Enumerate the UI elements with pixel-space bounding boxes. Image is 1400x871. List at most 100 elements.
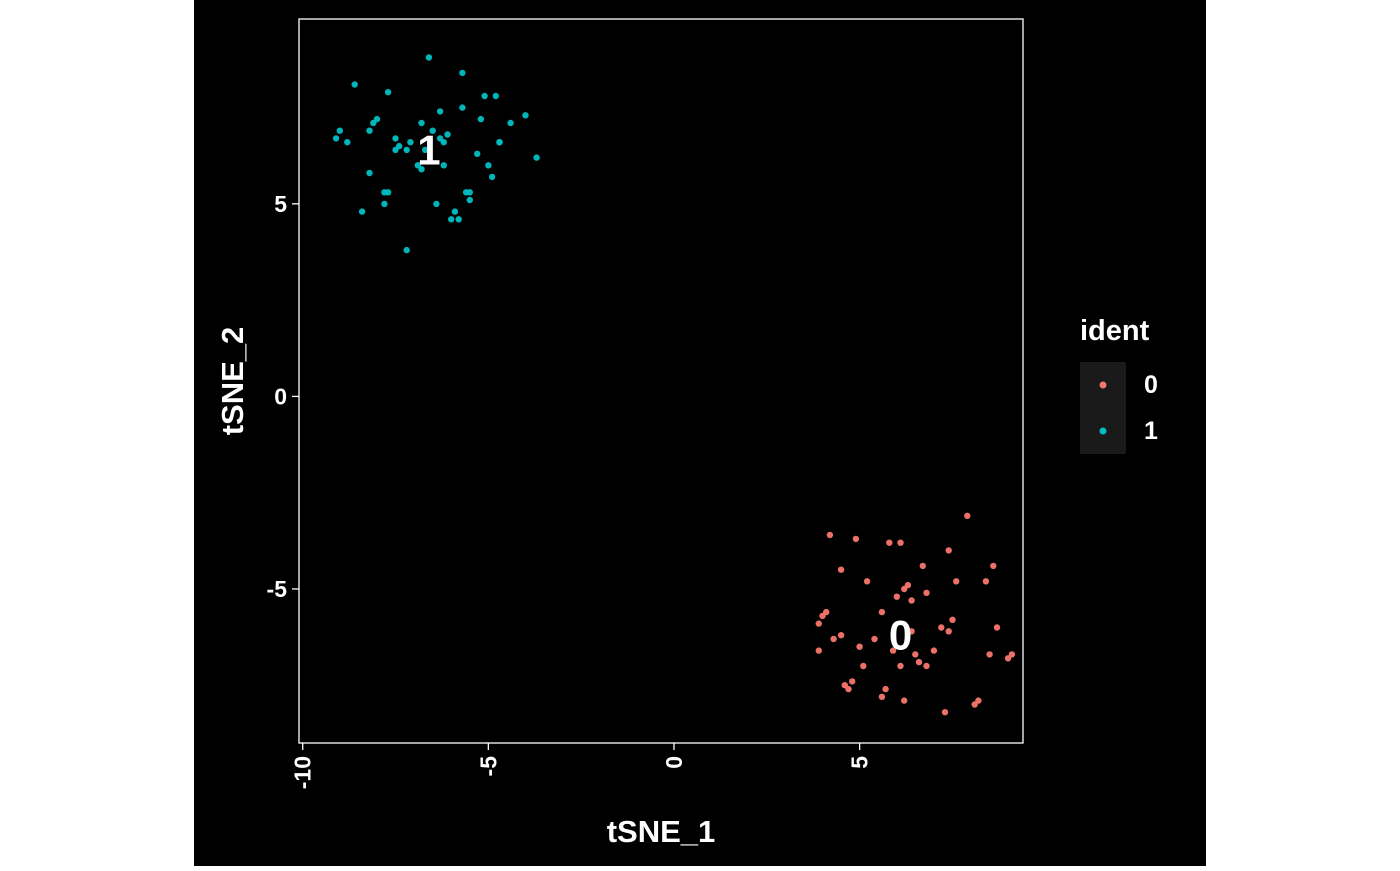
- y-tick-label-2: 5: [274, 191, 287, 217]
- point-cluster-0-13: [871, 635, 878, 643]
- point-cluster-0-9: [849, 678, 856, 685]
- point-cluster-1-23: [425, 54, 433, 61]
- point-cluster-1-8: [373, 115, 381, 123]
- point-cluster-0-0: [815, 647, 822, 654]
- point-cluster-1-29: [444, 131, 451, 138]
- point-cluster-0-25: [912, 651, 919, 658]
- legend-key-0: [1099, 381, 1107, 389]
- point-cluster-1-40: [481, 92, 488, 100]
- point-cluster-1-4: [358, 208, 366, 215]
- x-tick-label-2: 0: [661, 756, 687, 769]
- cluster-labels: 01: [417, 126, 912, 658]
- legend-key-background: [1080, 362, 1126, 454]
- point-cluster-1-12: [384, 89, 392, 96]
- point-cluster-0-28: [923, 662, 930, 670]
- point-cluster-0-30: [938, 624, 945, 631]
- point-cluster-0-21: [897, 662, 904, 670]
- point-cluster-1-38: [474, 150, 481, 157]
- point-cluster-1-31: [451, 208, 459, 215]
- legend-key-1: [1099, 427, 1107, 435]
- point-cluster-0-3: [826, 531, 834, 539]
- legend-label-1: 1: [1144, 417, 1158, 445]
- point-cluster-0-40: [986, 651, 993, 658]
- point-cluster-1-48: [533, 154, 540, 161]
- point-cluster-1-37: [466, 196, 473, 204]
- point-cluster-1-6: [366, 127, 373, 134]
- point-cluster-0-10: [852, 535, 860, 543]
- point-cluster-1-26: [436, 108, 444, 115]
- point-cluster-1-22: [422, 146, 429, 154]
- point-cluster-0-45: [908, 628, 915, 635]
- legend-entries: 01: [1099, 371, 1158, 445]
- point-cluster-1-21: [418, 166, 425, 173]
- x-tick-label-3: 5: [847, 756, 873, 769]
- point-cluster-0-27: [919, 562, 926, 570]
- point-cluster-1-41: [485, 162, 492, 169]
- x-tick-label-0: -10: [290, 756, 316, 789]
- point-cluster-1-13: [392, 135, 399, 142]
- point-cluster-1-36: [466, 189, 473, 196]
- x-axis: -10 -5 0 5: [290, 743, 873, 789]
- point-cluster-0-15: [882, 685, 889, 693]
- point-cluster-0-39: [982, 578, 990, 585]
- points-layer: [332, 54, 1016, 716]
- point-cluster-0-36: [964, 512, 971, 519]
- point-cluster-1-11: [384, 189, 392, 196]
- point-cluster-0-6: [837, 632, 845, 639]
- point-cluster-0-11: [860, 662, 867, 670]
- point-cluster-1-1: [336, 127, 343, 134]
- point-cluster-0-23: [904, 581, 912, 589]
- point-cluster-1-16: [403, 146, 410, 154]
- legend: ident 01: [1080, 315, 1158, 454]
- point-cluster-0-49: [930, 647, 938, 654]
- point-cluster-0-5: [837, 566, 845, 573]
- y-tick-label-1: 0: [274, 383, 287, 409]
- point-cluster-0-16: [878, 608, 886, 616]
- point-cluster-0-12: [863, 578, 871, 585]
- point-cluster-1-0: [332, 135, 340, 142]
- point-cluster-0-24: [908, 597, 915, 604]
- point-cluster-1-15: [396, 142, 403, 150]
- y-axis-title: tSNE_2: [215, 327, 250, 436]
- point-cluster-0-38: [975, 697, 982, 704]
- point-cluster-1-10: [381, 200, 388, 208]
- point-cluster-0-19: [893, 593, 900, 600]
- point-cluster-1-33: [459, 104, 466, 111]
- x-tick-label-1: -5: [475, 756, 501, 777]
- point-cluster-1-32: [455, 216, 462, 223]
- cluster-label-0: 0: [889, 612, 912, 659]
- point-cluster-1-43: [492, 92, 499, 100]
- point-cluster-0-26: [915, 658, 923, 666]
- point-cluster-0-46: [856, 643, 863, 650]
- point-cluster-1-20: [418, 119, 425, 127]
- point-cluster-0-17: [886, 539, 893, 546]
- point-cluster-0-48: [901, 697, 908, 704]
- point-cluster-0-35: [953, 578, 960, 585]
- point-cluster-0-44: [1008, 651, 1016, 658]
- point-cluster-1-45: [496, 139, 503, 146]
- point-cluster-0-14: [878, 693, 886, 700]
- point-cluster-0-42: [993, 624, 1001, 631]
- point-cluster-0-34: [949, 616, 956, 623]
- point-cluster-1-24: [429, 127, 436, 134]
- point-cluster-1-30: [448, 216, 455, 223]
- legend-label-0: 0: [1144, 371, 1158, 399]
- tsne-scatter-chart: 01 -10 -5 0 5 -505 tSNE_1 tSNE_2 ident 01: [215, 18, 1158, 849]
- point-cluster-0-29: [923, 589, 930, 596]
- point-cluster-1-39: [477, 115, 485, 123]
- point-cluster-0-33: [945, 628, 952, 635]
- point-cluster-1-18: [407, 139, 414, 146]
- point-cluster-0-4: [830, 635, 837, 643]
- point-cluster-1-34: [459, 69, 466, 77]
- y-axis: -5 0 5: [267, 191, 299, 602]
- point-cluster-1-17: [403, 246, 410, 254]
- cluster-label-1: 1: [417, 126, 440, 173]
- point-cluster-1-46: [507, 119, 514, 127]
- point-cluster-0-18: [889, 647, 897, 654]
- point-cluster-1-5: [366, 169, 373, 177]
- legend-title: ident: [1080, 315, 1150, 347]
- point-cluster-0-8: [845, 685, 852, 693]
- point-cluster-0-41: [990, 562, 997, 570]
- point-cluster-0-32: [945, 547, 952, 554]
